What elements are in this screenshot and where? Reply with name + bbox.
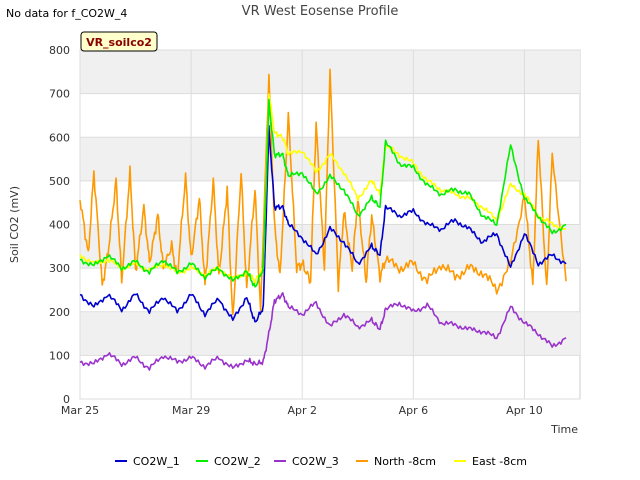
tag-label: VR_soilco2 <box>86 36 152 49</box>
y-tick-label: 100 <box>49 349 70 362</box>
x-tick-label: Apr 6 <box>399 404 429 417</box>
y-tick-label: 300 <box>49 262 70 275</box>
y-tick-label: 500 <box>49 175 70 188</box>
no-data-note: No data for f_CO2W_4 <box>6 7 128 20</box>
series-line-east-8cm <box>79 93 567 285</box>
y-tick-label: 400 <box>49 219 70 232</box>
y-tick-label: 800 <box>49 44 70 57</box>
legend-label: North -8cm <box>374 455 436 468</box>
x-tick-label: Mar 29 <box>172 404 210 417</box>
y-tick-label: 600 <box>49 131 70 144</box>
tag-box: VR_soilco2 <box>80 31 158 52</box>
x-axis-label: Time <box>550 423 578 436</box>
legend-label: CO2W_3 <box>292 455 339 468</box>
legend-label: East -8cm <box>472 455 527 468</box>
series-line-co2w-1 <box>79 124 567 323</box>
series-line-co2w-3 <box>79 292 567 371</box>
chart-title: VR West Eosense Profile <box>242 4 399 19</box>
grid-band <box>80 224 580 269</box>
y-tick-label: 0 <box>63 393 70 406</box>
y-tick-label: 200 <box>49 306 70 319</box>
x-tick-label: Apr 2 <box>287 404 317 417</box>
series-line-co2w-2 <box>79 98 567 288</box>
legend-label: CO2W_1 <box>133 455 180 468</box>
y-axis-label: Soil CO2 (mV) <box>8 186 21 263</box>
legend-label: CO2W_2 <box>214 455 261 468</box>
grid-band <box>80 311 580 356</box>
series-line-north-8cm <box>79 68 567 316</box>
x-tick-label: Mar 25 <box>61 404 99 417</box>
y-tick-label: 700 <box>49 88 70 101</box>
x-tick-label: Apr 10 <box>506 404 543 417</box>
legend: CO2W_1 CO2W_2 CO2W_3 North -8cm East -8cm <box>115 455 527 468</box>
